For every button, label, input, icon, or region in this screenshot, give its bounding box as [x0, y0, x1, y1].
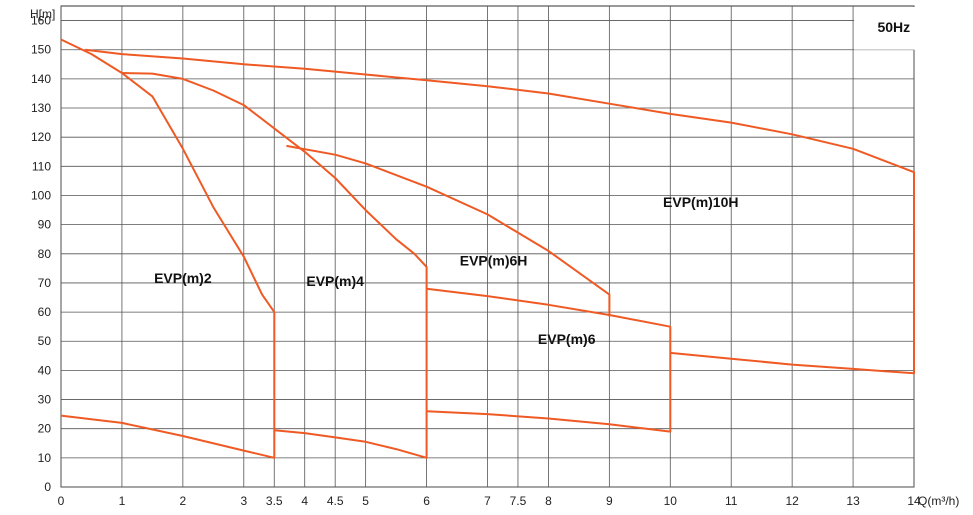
series-label: EVP(m)10H — [663, 194, 738, 210]
y-tick-label: 90 — [38, 218, 52, 232]
series-curve — [286, 144, 611, 317]
y-tick-label: 60 — [38, 305, 52, 319]
y-axis-title: H[m] — [30, 7, 55, 21]
series-label: EVP(m)2 — [154, 270, 212, 286]
x-tick-label: 9 — [606, 494, 613, 508]
y-tick-label: 120 — [31, 130, 51, 144]
x-tick-label: 13 — [846, 494, 860, 508]
series-label: EVP(m)6 — [538, 331, 596, 347]
x-tick-label: 1 — [119, 494, 126, 508]
x-tick-label: 3.5 — [266, 494, 283, 508]
y-tick-label: 110 — [32, 159, 51, 173]
y-tick-label: 40 — [38, 363, 52, 377]
series-curve — [121, 72, 428, 459]
x-tick-label: 0 — [58, 494, 65, 508]
x-tick-label: 7.5 — [510, 494, 527, 508]
x-tick-label: 8 — [545, 494, 552, 508]
x-axis-ticks: 0 1 2 3 3.5 4 4.5 5 6 7 7.5 8 9 10 11 12 13 14 — [58, 494, 921, 508]
x-axis-title: Q(m³/h) — [918, 494, 959, 508]
series-label: EVP(m)4 — [306, 273, 364, 289]
frequency-label: 50Hz — [877, 19, 910, 35]
x-tick-label: 4.5 — [327, 494, 344, 508]
x-tick-label: 4 — [301, 494, 308, 508]
x-tick-label: 12 — [785, 494, 799, 508]
x-tick-label: 6 — [423, 494, 430, 508]
x-tick-label: 5 — [362, 494, 369, 508]
y-tick-label: 10 — [38, 451, 52, 465]
series-curve — [426, 287, 672, 433]
x-tick-label: 11 — [725, 494, 738, 508]
x-tick-label: 2 — [180, 494, 187, 508]
y-tick-label: 30 — [38, 393, 52, 407]
x-tick-label: 3 — [240, 494, 247, 508]
frequency-box — [854, 7, 942, 50]
y-axis-ticks: 0 10 20 30 40 50 60 70 80 90 100 110 120 130 140 150 160 — [31, 14, 51, 494]
series-label: EVP(m)6H — [460, 252, 528, 268]
x-tick-label: 14 — [907, 494, 921, 508]
series-curve — [85, 48, 915, 375]
y-tick-label: 130 — [31, 101, 51, 115]
grid — [60, 5, 915, 488]
series-labels: EVP(m)2 EVP(m)4 EVP(m)6H EVP(m)6 EVP(m)10H — [154, 194, 738, 347]
y-tick-label: 150 — [31, 43, 51, 57]
y-tick-label: 0 — [44, 480, 51, 494]
x-tick-label: 7 — [484, 494, 491, 508]
series-curve — [60, 38, 276, 459]
y-tick-label: 80 — [38, 247, 52, 261]
x-tick-label: 10 — [664, 494, 678, 508]
y-tick-label: 20 — [38, 422, 52, 436]
y-tick-label: 160 — [31, 14, 51, 28]
y-tick-label: 100 — [31, 188, 51, 202]
y-tick-label: 140 — [31, 72, 51, 86]
y-tick-label: 70 — [38, 276, 52, 290]
y-tick-label: 50 — [38, 334, 52, 348]
pump-curves — [60, 38, 915, 459]
